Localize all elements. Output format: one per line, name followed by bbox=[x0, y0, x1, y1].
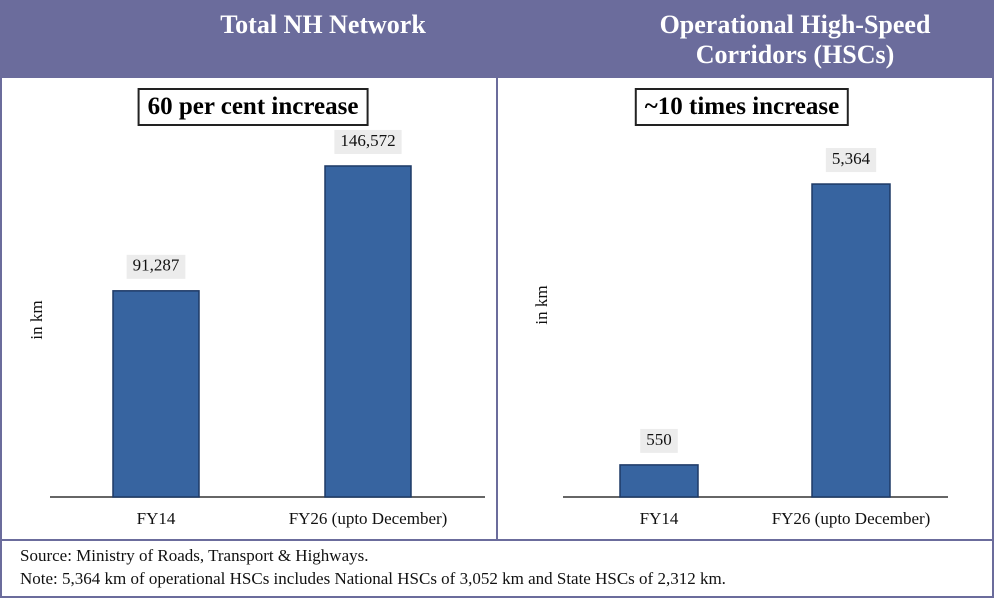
source: Source: Ministry of Roads, Transport & H… bbox=[20, 546, 369, 565]
bar bbox=[811, 183, 891, 498]
panel-subtitle: ~10 times increase bbox=[634, 88, 850, 126]
x-tick-label: FY14 bbox=[137, 509, 176, 528]
value-label: 550 bbox=[646, 430, 672, 449]
note: Note: 5,364 km of operational HSCs inclu… bbox=[20, 569, 726, 588]
bar bbox=[112, 290, 200, 498]
bar bbox=[324, 165, 412, 498]
value-label: 146,572 bbox=[340, 131, 395, 150]
y-axis-label: in km bbox=[532, 285, 551, 324]
value-label: 91,287 bbox=[133, 256, 180, 275]
panel-subtitle: 60 per cent increase bbox=[137, 88, 369, 126]
x-tick-label: FY26 (upto December) bbox=[772, 509, 931, 528]
value-label-bg bbox=[640, 428, 678, 453]
value-label-bg bbox=[825, 148, 877, 173]
x-tick-label: FY26 (upto December) bbox=[289, 509, 448, 528]
panel-title: Operational High-Speed Corridors (HSCs) bbox=[659, 10, 931, 69]
value-label-bg bbox=[126, 254, 186, 279]
x-tick-label: FY14 bbox=[640, 509, 679, 528]
value-label: 5,364 bbox=[832, 149, 871, 168]
panel-title: Total NH Network bbox=[220, 10, 426, 39]
value-label-bg bbox=[334, 129, 402, 154]
bar bbox=[619, 464, 699, 498]
y-axis-label: in km bbox=[27, 300, 46, 339]
